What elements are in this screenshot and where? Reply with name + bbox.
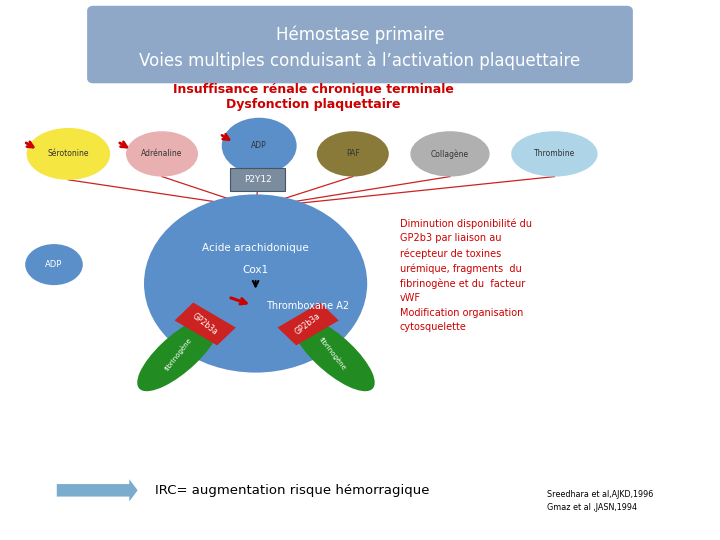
Text: fibrinogène: fibrinogène xyxy=(163,336,194,372)
Text: ADP: ADP xyxy=(45,260,63,269)
Text: P2Y12: P2Y12 xyxy=(244,176,271,184)
Text: Sreedhara et al,AJKD,1996
Gmaz et al ,JASN,1994: Sreedhara et al,AJKD,1996 Gmaz et al ,JA… xyxy=(547,490,654,512)
Text: Insuffisance rénale chronique terminale: Insuffisance rénale chronique terminale xyxy=(173,83,454,96)
Text: Adrénaline: Adrénaline xyxy=(141,150,183,158)
Text: GP2b3a: GP2b3a xyxy=(294,311,323,337)
Text: Thrombine: Thrombine xyxy=(534,150,575,158)
Text: Cox1: Cox1 xyxy=(243,265,269,275)
Text: Hémostase primaire: Hémostase primaire xyxy=(276,26,444,44)
Text: GP2b3a: GP2b3a xyxy=(191,311,220,337)
Ellipse shape xyxy=(511,131,598,177)
FancyBboxPatch shape xyxy=(88,6,632,83)
Ellipse shape xyxy=(410,131,490,177)
Text: IRC= augmentation risque hémorragique: IRC= augmentation risque hémorragique xyxy=(155,484,429,497)
Ellipse shape xyxy=(317,131,389,177)
Text: fibrinogène: fibrinogène xyxy=(318,336,348,372)
Text: Thromboxane A2: Thromboxane A2 xyxy=(266,301,349,311)
Ellipse shape xyxy=(222,118,297,174)
Text: PAF: PAF xyxy=(346,150,360,158)
Text: Sérotonine: Sérotonine xyxy=(48,150,89,158)
FancyBboxPatch shape xyxy=(230,168,285,191)
Text: Dysfonction plaquettaire: Dysfonction plaquettaire xyxy=(226,98,400,111)
Ellipse shape xyxy=(292,316,374,391)
Polygon shape xyxy=(278,302,338,346)
Text: Voies multiples conduisant à l’activation plaquettaire: Voies multiples conduisant à l’activatio… xyxy=(140,51,580,70)
Ellipse shape xyxy=(138,316,220,391)
Polygon shape xyxy=(175,302,235,346)
Ellipse shape xyxy=(25,244,83,285)
Ellipse shape xyxy=(126,131,198,177)
Text: Collagène: Collagène xyxy=(431,149,469,159)
Text: Diminution disponibilité du
GP2b3 par liaison au
récepteur de toxines
urémique, : Diminution disponibilité du GP2b3 par li… xyxy=(400,219,531,332)
Text: Acide arachidonique: Acide arachidonique xyxy=(202,244,309,253)
Text: ADP: ADP xyxy=(251,141,267,150)
Ellipse shape xyxy=(144,194,367,373)
Ellipse shape xyxy=(27,128,110,180)
